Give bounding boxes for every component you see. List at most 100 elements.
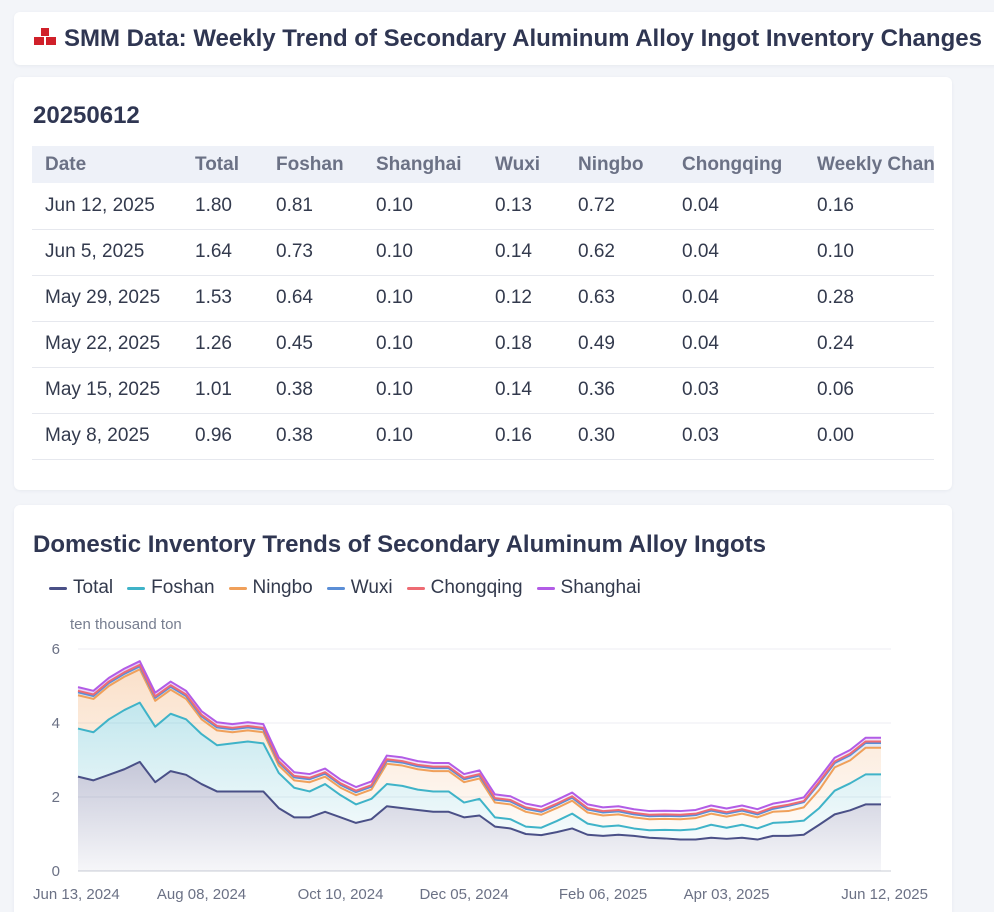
table-cell: 0.14	[482, 367, 565, 414]
table-cell: 0.10	[363, 321, 482, 368]
table-cell: 0.16	[804, 183, 934, 230]
legend-swatch	[49, 586, 67, 590]
column-header: Total	[195, 153, 239, 175]
page-title: SMM Data: Weekly Trend of Secondary Alum…	[64, 25, 982, 52]
table-cell: 0.06	[804, 367, 934, 414]
y-axis-unit-label: ten thousand ton	[70, 616, 182, 633]
x-tick-label: Oct 10, 2024	[298, 886, 384, 903]
column-header: Wuxi	[495, 153, 541, 175]
column-header: Foshan	[276, 153, 344, 175]
legend-label: Chongqing	[430, 577, 523, 598]
column-header: Date	[45, 153, 87, 175]
series-line-foshan	[77, 701, 881, 832]
table-cell: 1.01	[182, 367, 263, 414]
table-cell: 0.28	[804, 275, 934, 322]
x-tick-label: Apr 03, 2025	[684, 886, 770, 903]
table-cell: 0.00	[804, 413, 934, 460]
table-cell: 0.10	[363, 367, 482, 414]
legend-swatch	[127, 586, 146, 590]
column-header: Chongqing	[682, 153, 783, 175]
table-cell: 0.10	[804, 229, 934, 276]
x-tick-label: Aug 08, 2024	[157, 886, 246, 903]
x-tick-label: Jun 13, 2024	[33, 886, 120, 903]
table-cell: Jun 12, 2025	[32, 183, 182, 230]
table-row: Jun 5, 2025 1.64 0.73 0.10 0.14 0.62 0.04 0.10	[32, 229, 934, 276]
legend-label: Shanghai	[560, 577, 641, 598]
legend-item-chongqing[interactable]: Chongqing	[406, 577, 523, 599]
area-chart: 0 2 4 6 Jun 13, 2024 Aug 08, 2024 Oct 10, 2024…	[33, 641, 928, 903]
legend-swatch	[326, 586, 345, 590]
y-tick-label: 2	[52, 789, 60, 806]
x-tick-label: Jun 12, 2025	[841, 886, 928, 903]
table-cell: May 22, 2025	[32, 321, 182, 368]
table-cell: Jun 5, 2025	[32, 229, 182, 276]
legend-item-foshan[interactable]: Foshan	[127, 577, 215, 599]
table-cell: 0.64	[263, 275, 363, 322]
table-body: Jun 12, 2025 1.80 0.81 0.10 0.13 0.72 0.04 0.16…	[32, 183, 934, 460]
table-row: May 29, 2025 1.53 0.64 0.10 0.12 0.63 0.04 0.28	[32, 275, 934, 322]
legend-label: Total	[73, 577, 114, 598]
inventory-table-card: 20250612 Date Total Foshan Shanghai Wuxi Ning…	[14, 77, 952, 490]
table-cell: 0.10	[363, 275, 482, 322]
area-shanghai	[78, 661, 881, 815]
y-tick-label: 6	[52, 641, 60, 658]
series-line-ningbo	[77, 668, 881, 821]
legend-item-wuxi[interactable]: Wuxi	[326, 577, 393, 599]
table-cell: 0.72	[565, 183, 669, 230]
table-cell: 0.36	[565, 367, 669, 414]
table-cell: 0.10	[363, 413, 482, 460]
chart-legend: Total Foshan Ningbo Wuxi Chongqing Shanghai	[49, 577, 641, 599]
area-foshan	[78, 702, 881, 840]
legend-label: Wuxi	[350, 577, 393, 598]
table-row: May 22, 2025 1.26 0.45 0.10 0.18 0.49 0.04 0.24	[32, 321, 934, 368]
table-cell: 0.38	[263, 367, 363, 414]
x-tick-label: Dec 05, 2024	[419, 886, 508, 903]
table-cell: 0.03	[669, 413, 804, 460]
table-cell: May 8, 2025	[32, 413, 182, 460]
legend-swatch	[536, 586, 555, 590]
y-tick-label: 0	[52, 863, 60, 880]
table-cell: 0.12	[482, 275, 565, 322]
legend-label: Foshan	[151, 577, 215, 598]
table-cell: 0.14	[482, 229, 565, 276]
table-cell: May 15, 2025	[32, 367, 182, 414]
table-row: May 15, 2025 1.01 0.38 0.10 0.14 0.36 0.03 0.06	[32, 367, 934, 414]
table-cell: 0.04	[669, 321, 804, 368]
series-line-total	[77, 760, 881, 841]
table-row: Jun 12, 2025 1.80 0.81 0.10 0.13 0.72 0.04 0.16	[32, 183, 934, 230]
legend-swatch	[406, 586, 425, 590]
table-cell: 0.04	[669, 229, 804, 276]
title-card: SMM Data: Weekly Trend of Secondary Alum…	[14, 12, 994, 65]
table-cell: 0.16	[482, 413, 565, 460]
table-cell: 1.53	[182, 275, 263, 322]
table-cell: 0.30	[565, 413, 669, 460]
inventory-chart-card: Domestic Inventory Trends of Secondary A…	[14, 505, 952, 912]
table-cell: 0.04	[669, 275, 804, 322]
legend-item-ningbo[interactable]: Ningbo	[228, 577, 313, 599]
table-date-heading: 20250612	[33, 102, 140, 129]
column-header: Shanghai	[376, 153, 462, 175]
table-cell: 0.24	[804, 321, 934, 368]
table-cell: 0.81	[263, 183, 363, 230]
legend-item-total[interactable]: Total	[49, 577, 113, 599]
smm-logo-icon	[34, 28, 56, 45]
column-header: Ningbo	[578, 153, 644, 175]
table-cell: 0.18	[482, 321, 565, 368]
table-cell: 1.80	[182, 183, 263, 230]
table-cell: 0.38	[263, 413, 363, 460]
table-cell: 0.10	[363, 229, 482, 276]
table-cell: 0.62	[565, 229, 669, 276]
table-row: May 8, 2025 0.96 0.38 0.10 0.16 0.30 0.03 0.00	[32, 413, 934, 460]
table-cell: 0.96	[182, 413, 263, 460]
legend-label: Ningbo	[252, 577, 313, 598]
table-cell: May 29, 2025	[32, 275, 182, 322]
series-line-chongqing	[77, 663, 881, 816]
table-cell: 0.10	[363, 183, 482, 230]
table-cell: 1.26	[182, 321, 263, 368]
column-header: Weekly Change	[817, 153, 934, 175]
table-cell: 0.63	[565, 275, 669, 322]
legend-item-shanghai[interactable]: Shanghai	[536, 577, 641, 599]
x-tick-label: Feb 06, 2025	[559, 886, 647, 903]
table-scroll-container[interactable]: Date Total Foshan Shanghai Wuxi Ningbo Chongqi…	[32, 146, 934, 461]
table-cell: 0.04	[669, 183, 804, 230]
